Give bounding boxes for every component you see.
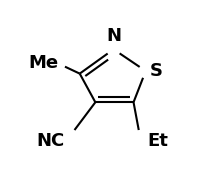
Text: Me: Me <box>28 54 58 72</box>
Text: S: S <box>150 62 163 80</box>
Text: N: N <box>106 27 121 45</box>
Text: NC: NC <box>37 132 65 150</box>
Text: Et: Et <box>147 132 168 150</box>
